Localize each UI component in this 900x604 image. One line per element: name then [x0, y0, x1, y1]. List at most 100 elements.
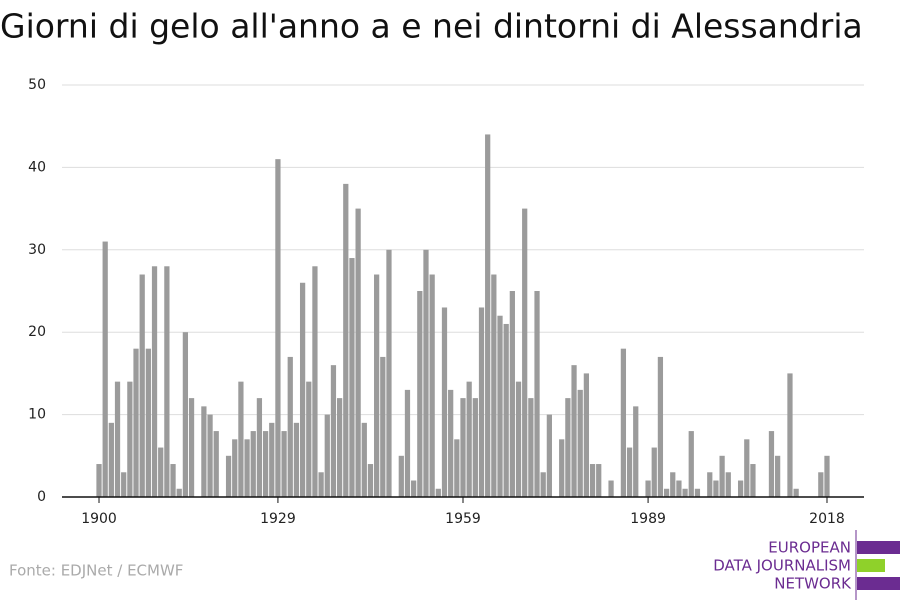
bar: [287, 356, 293, 497]
bar: [713, 480, 719, 497]
bar: [515, 381, 522, 497]
bar: [232, 439, 238, 497]
x-tick-label: 1959: [445, 511, 481, 527]
y-tick-label: 20: [28, 324, 46, 340]
bar: [472, 398, 478, 497]
logo-block: [857, 559, 885, 572]
bar: [262, 431, 269, 497]
bar: [497, 315, 503, 497]
bar: [633, 406, 639, 497]
bar: [596, 464, 602, 497]
bar: [429, 274, 435, 497]
y-tick-label: 40: [28, 159, 46, 175]
bar: [404, 389, 411, 497]
y-tick-label: 50: [28, 77, 46, 93]
bar: [133, 348, 139, 497]
bar: [336, 398, 343, 497]
bar: [750, 464, 756, 497]
bar: [374, 274, 380, 497]
bar: [121, 472, 127, 497]
bar: [787, 373, 793, 497]
logo-block: [857, 577, 900, 590]
bar: [151, 266, 158, 497]
bar: [244, 439, 250, 497]
bar: [330, 365, 337, 497]
bar: [324, 414, 330, 497]
bar: [318, 472, 324, 497]
bar: [448, 389, 454, 497]
bar: [108, 422, 114, 497]
bar: [102, 241, 108, 497]
bar: [250, 431, 256, 497]
bar: [423, 249, 429, 497]
bar: [719, 455, 725, 497]
bar: [676, 480, 682, 497]
bar: [454, 439, 460, 497]
bar: [225, 455, 232, 497]
bar: [398, 455, 404, 497]
logo-text: NETWORK: [774, 575, 852, 593]
bar: [312, 266, 318, 497]
bar: [670, 472, 676, 497]
source: Fonte: EDJNet / ECMWF: [9, 562, 183, 580]
bar: [744, 439, 750, 497]
bar: [158, 447, 164, 497]
y-tick-label: 30: [28, 242, 46, 258]
bar: [306, 381, 312, 497]
bar: [534, 291, 540, 497]
bar: [417, 291, 423, 497]
bar: [707, 472, 713, 497]
bar: [528, 398, 534, 497]
bar: [164, 266, 170, 497]
bar: [349, 258, 355, 497]
bar: [565, 398, 571, 497]
bar: [522, 208, 528, 497]
bar: [293, 422, 300, 497]
bar: [188, 398, 195, 497]
bar: [238, 381, 244, 497]
bar: [355, 208, 361, 497]
bar: [139, 274, 145, 497]
bar: [626, 447, 633, 497]
y-tick-label: 0: [37, 489, 46, 505]
bar: [435, 488, 441, 497]
bar: [583, 373, 590, 497]
bar: [386, 249, 392, 497]
bar: [269, 422, 275, 497]
bar: [737, 480, 744, 497]
bar: [540, 472, 546, 497]
bar: [688, 431, 694, 497]
bar: [441, 307, 448, 497]
bar: [299, 282, 306, 497]
bar: [657, 356, 664, 497]
bar: [207, 414, 213, 497]
logo: EUROPEAN DATA JOURNALISM NETWORK: [713, 530, 900, 600]
bar: [818, 472, 824, 497]
chart-title: Giorni di gelo all'anno a e nei dintorni…: [0, 7, 863, 46]
bar: [213, 431, 219, 497]
bar: [793, 488, 799, 497]
bar: [645, 480, 651, 497]
x-tick-label: 1929: [260, 511, 296, 527]
bar: [651, 447, 657, 497]
bar: [367, 464, 374, 497]
bar: [380, 356, 386, 497]
bar: [96, 464, 102, 497]
bar: [256, 398, 263, 497]
bar: [411, 480, 417, 497]
bar: [694, 488, 701, 497]
bar: [775, 455, 781, 497]
bar: [275, 159, 281, 497]
bar: [725, 472, 731, 497]
bar: [571, 365, 577, 497]
bar: [824, 455, 830, 497]
bar: [145, 348, 151, 497]
bar: [559, 439, 565, 497]
y-tick-label: 10: [28, 407, 46, 423]
bar: [343, 183, 349, 497]
bar: [608, 480, 614, 497]
logo-block: [857, 541, 900, 554]
bar: [491, 274, 497, 497]
bar: [478, 307, 485, 497]
